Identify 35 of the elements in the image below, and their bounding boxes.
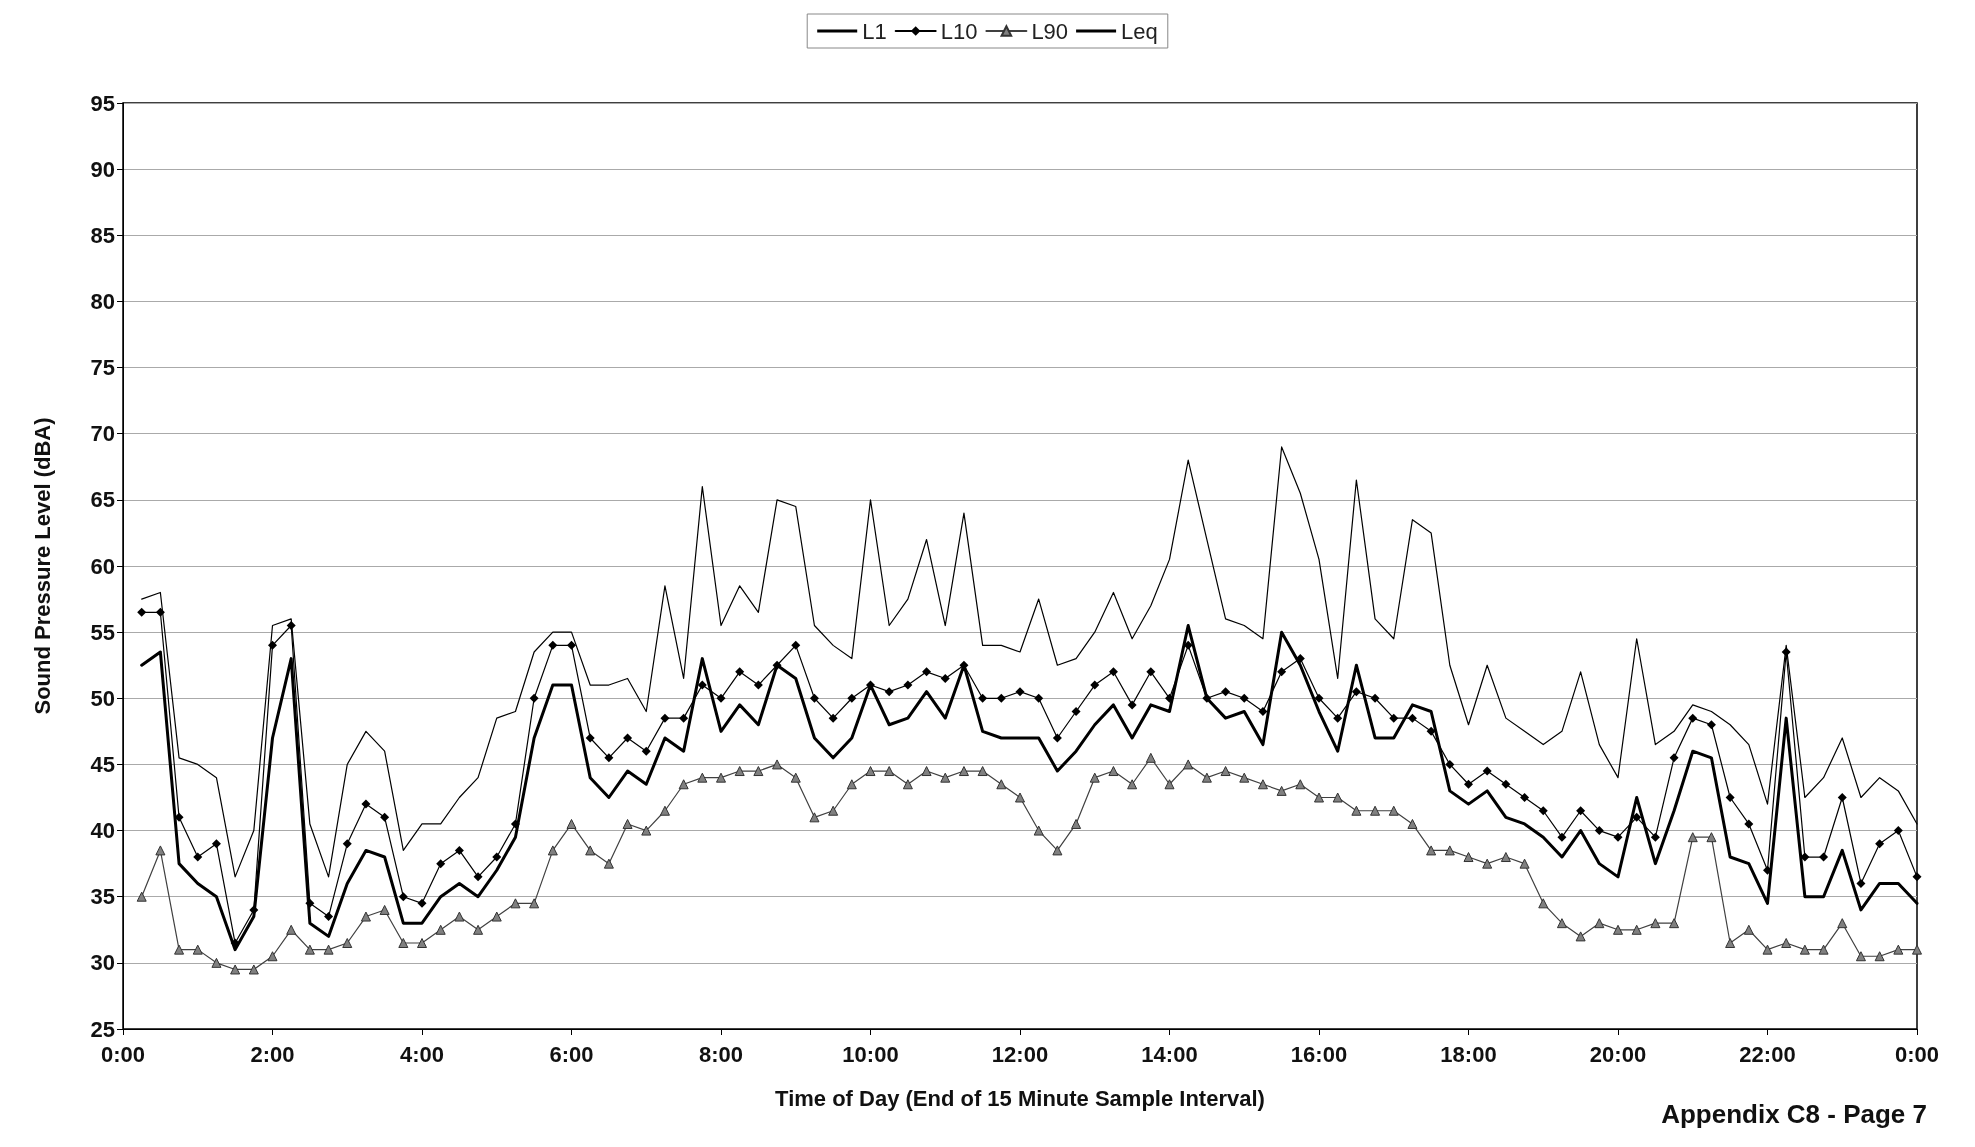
y-tick-label: 30 [90,950,115,976]
y-tick-label: 80 [90,288,115,314]
x-tick-label: 2:00 [250,1041,295,1067]
x-tick-label: 10:00 [842,1041,899,1067]
y-axis-title: Sound Pressure Level (dBA) [29,417,55,715]
x-tick-label: 12:00 [991,1041,1049,1067]
x-tick-label: 0:00 [1894,1041,1940,1067]
y-tick-label: 35 [90,884,115,910]
x-tick-label: 20:00 [1589,1041,1647,1067]
x-tick-label: 4:00 [399,1041,445,1067]
x-tick-label: 22:00 [1739,1041,1796,1067]
x-tick-label: 14:00 [1141,1041,1198,1067]
legend-label: Leq [1121,18,1158,44]
y-tick-label: 45 [90,751,115,777]
x-tick-label: 18:00 [1440,1041,1497,1067]
y-tick-label: 90 [90,156,115,182]
y-tick-label: 55 [90,619,115,645]
text: Appendix C8 - Page 7 [1661,1099,1927,1129]
y-tick-label: 60 [90,553,115,579]
x-tick-label: 8:00 [698,1041,744,1067]
y-tick-label: 85 [90,222,115,248]
y-tick-label: 75 [90,355,115,381]
y-tick-label: 95 [90,90,115,116]
legend-label: L10 [940,18,978,44]
legend-label: L1 [862,18,887,44]
y-tick-label: 50 [90,685,115,711]
y-tick-label: 70 [90,421,115,447]
x-tick-label: 0:00 [100,1041,146,1067]
x-tick-label: 16:00 [1290,1041,1348,1067]
x-tick-label: 6:00 [549,1041,594,1067]
y-tick-label: 40 [90,818,115,844]
x-axis-title: Time of Day (End of 15 Minute Sample Interval) [775,1085,1265,1111]
y-tick-label: 65 [90,487,115,513]
y-tick-label: 25 [90,1016,115,1042]
legend-label: L90 [1031,18,1069,44]
